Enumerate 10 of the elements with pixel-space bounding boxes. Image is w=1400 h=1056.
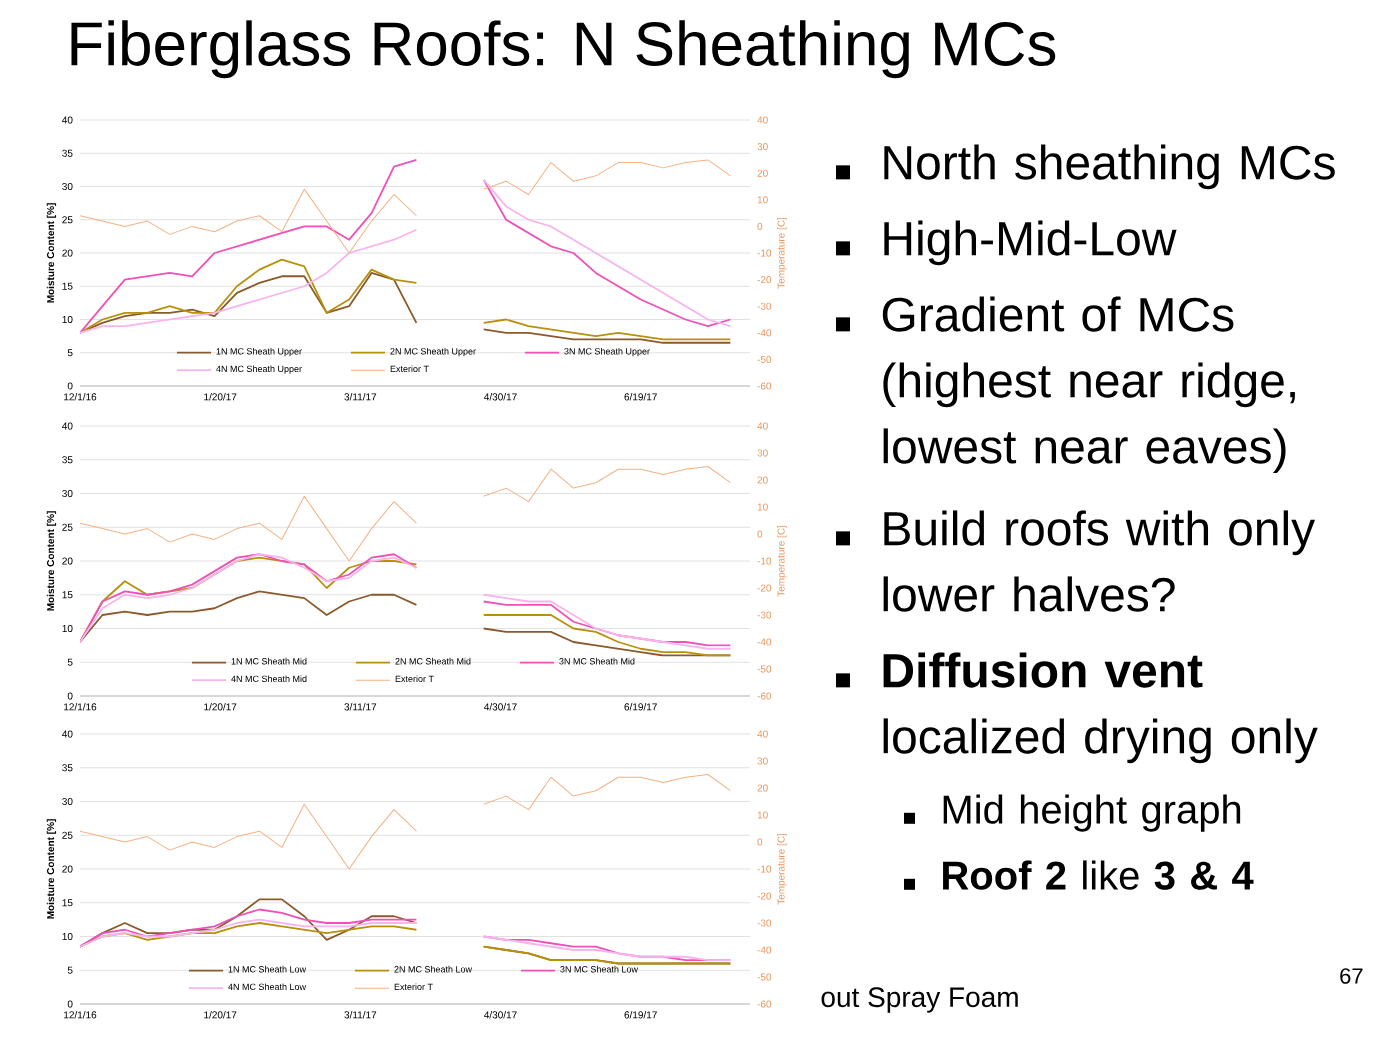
text: Mid height graph	[943, 794, 1241, 832]
text: Fiberglass Roofs: N Sheathing MCs	[71, 20, 1056, 79]
text: Build roofs with only lower halves?	[883, 510, 1316, 612]
text: out Spray Foam	[821, 987, 1018, 1013]
text: Roof 2 like 3 & 4	[943, 860, 1254, 890]
text: North sheathing MCs	[884, 144, 1335, 190]
text: High-Mid-Low	[884, 220, 1177, 266]
text: Gradient of MCs (highest near ridge, lowest near eaves)	[882, 296, 1295, 474]
text: 67	[1340, 968, 1363, 984]
text: Diffusion vent localized drying only	[883, 652, 1318, 764]
